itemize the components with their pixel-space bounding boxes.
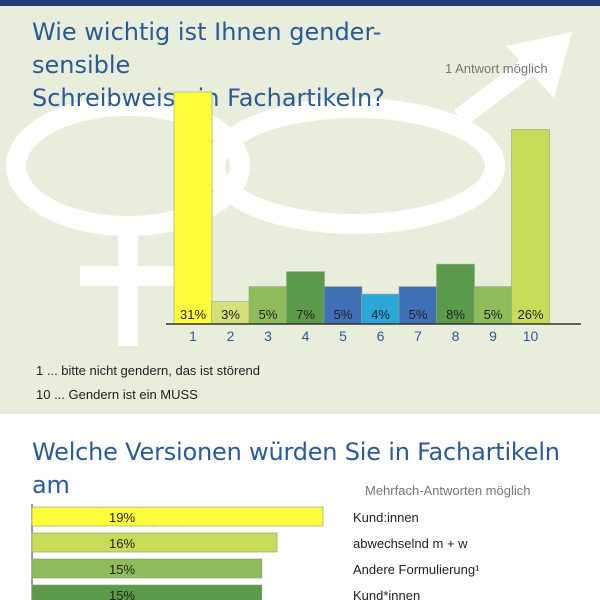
bar-1 xyxy=(173,91,213,325)
bar-5 xyxy=(323,286,363,325)
question1-title-line1: Wie wichtig ist Ihnen gender-sensible xyxy=(32,18,382,79)
x-tick-label: 5 xyxy=(339,328,347,344)
hbar-value-label: 15% xyxy=(109,588,135,600)
versions-bar-chart: 19% Kund:innen 16% abwechselnd m + w 15% Ande… xyxy=(31,504,480,600)
bar-value-label: 5% xyxy=(409,307,428,322)
gender-symbols-watermark-icon xyxy=(6,32,572,346)
question2-panel: Welche Versionen würden Sie in Fachartik… xyxy=(0,414,600,600)
x-tick-label: 7 xyxy=(414,328,422,344)
x-tick-label: 10 xyxy=(523,328,539,344)
bar-value-label: 5% xyxy=(259,307,278,322)
bar-value-label: 4% xyxy=(371,307,390,322)
hbar-4 xyxy=(31,584,263,600)
hbar-category-label: Kund:innen xyxy=(353,510,419,525)
bar-value-label: 3% xyxy=(221,307,240,322)
hbar-category-label: Kund*innen xyxy=(353,588,420,600)
hbar-value-label: 16% xyxy=(109,536,135,551)
hbar-2 xyxy=(31,532,278,553)
x-tick-label: 2 xyxy=(227,328,235,344)
bar-7 xyxy=(398,286,438,325)
x-tick-label: 4 xyxy=(302,328,310,344)
legend-scale-10: 10 ... Gendern ist ein MUSS xyxy=(36,387,198,402)
bar-value-label: 8% xyxy=(446,307,465,322)
header-bar xyxy=(0,0,600,6)
hbar-value-label: 15% xyxy=(109,562,135,577)
bar-value-label: 31% xyxy=(180,307,206,322)
x-tick-label: 3 xyxy=(264,328,272,344)
hbar-category-label: abwechselnd m + w xyxy=(353,536,468,551)
x-tick-label: 9 xyxy=(489,328,497,344)
question2-title-line1: Welche Versionen würden Sie in Fachartik… xyxy=(32,438,560,499)
hbar-value-label: 19% xyxy=(109,510,135,525)
importance-bar-chart: 31% 1 3% 2 5% 3 7% 4 5% 5 4% 6 5% 7 8% 8 5% 9 26% 10 xyxy=(166,91,581,344)
x-tick-label: 6 xyxy=(377,328,385,344)
bar-value-label: 5% xyxy=(334,307,353,322)
x-tick-label: 1 xyxy=(189,328,197,344)
bar-value-label: 7% xyxy=(296,307,315,322)
bar-10 xyxy=(511,129,550,325)
hbar-1 xyxy=(31,506,324,527)
bar-value-label: 26% xyxy=(517,307,543,322)
bar-6 xyxy=(361,293,400,325)
hbar-category-label: Andere Formulierung¹ xyxy=(353,562,480,577)
question1-answer-note: 1 Antwort möglich xyxy=(445,61,548,76)
x-tick-label: 8 xyxy=(452,328,460,344)
hbar-3 xyxy=(31,558,263,579)
bar-value-label: 5% xyxy=(484,307,503,322)
question2-answer-note: Mehrfach-Antworten möglich xyxy=(365,483,531,498)
legend-scale-1: 1 ... bitte nicht gendern, das ist störe… xyxy=(36,363,261,378)
question1-panel: Wie wichtig ist Ihnen gender-sensible Sc… xyxy=(0,6,600,414)
